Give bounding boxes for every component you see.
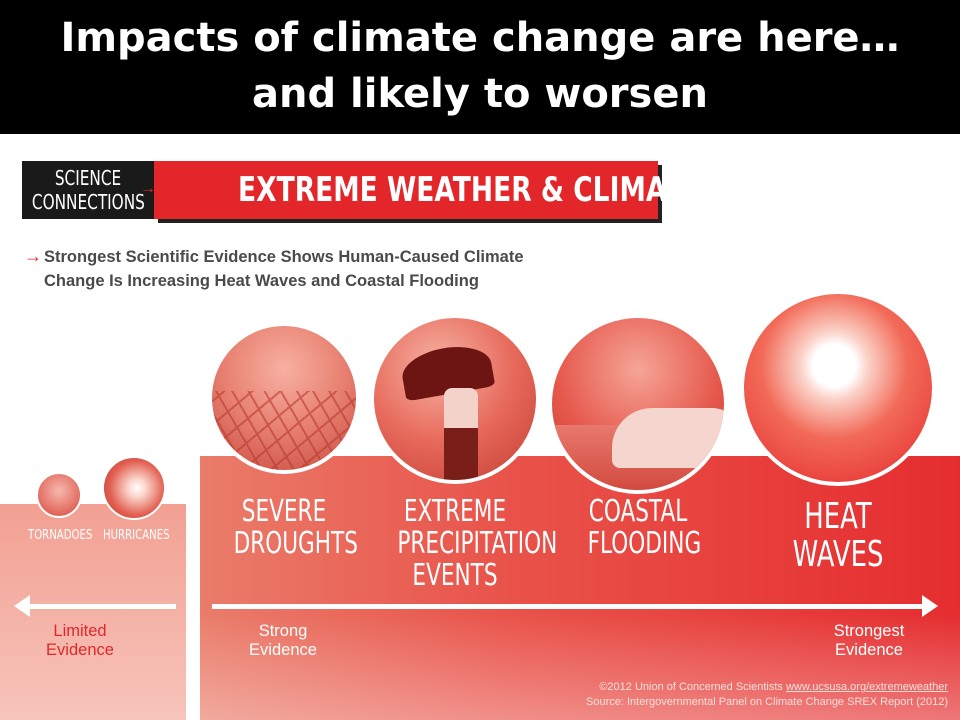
credit-line: ©2012 Union of Concerned Scientists www.… [599,681,948,693]
person-figure [444,388,478,480]
slide-title: Impacts of climate change are here… and … [0,0,960,134]
badge-arrow-icon: → [140,180,156,197]
limited-evidence-arrow [14,595,176,617]
heat-wave-photo [740,290,936,486]
precipitation-photo [370,314,540,484]
limited-evidence-band [0,504,186,720]
hurricane-photo [102,456,166,520]
tornado-photo [36,472,82,518]
subhead-arrow-icon: → [24,246,42,266]
label-severe-droughts: SEVERE DROUGHTS [233,494,358,561]
infographic: SCIENCE CONNECTIONS → EXTREME WEATHER & … [0,134,960,720]
limited-evidence-label: Limited Evidence [46,622,114,659]
infographic-title-text: EXTREME WEATHER & CLIMATE CHANGE [238,170,835,210]
cracked-earth [212,390,356,470]
drought-photo [208,322,360,474]
slide-title-line1: Impacts of climate change are here… [60,15,900,61]
strong-evidence-band [200,456,960,720]
infographic-title: EXTREME WEATHER & CLIMATE CHANGE [154,161,834,219]
strong-evidence-arrow [212,595,938,617]
subhead-line1: Strongest Scientific Evidence Shows Huma… [44,248,524,266]
credit-link[interactable]: www.ucsusa.org/extremeweather [785,681,948,693]
strongest-evidence-label: Strongest Evidence [833,622,905,659]
slide-title-line2: and likely to worsen [252,71,708,117]
science-connections-badge: SCIENCE CONNECTIONS [22,161,154,219]
band-fade [200,614,960,720]
subhead: Strongest Scientific Evidence Shows Huma… [44,245,604,293]
label-hurricanes: HURRICANES [103,528,170,543]
badge-line2: CONNECTIONS [31,190,145,214]
strong-evidence-label: Strong Evidence [249,622,317,659]
car-icon [612,408,724,468]
source-line: Source: Intergovernmental Panel on Clima… [586,696,948,708]
label-tornadoes: TORNADOES [28,528,93,543]
subhead-line2: Change Is Increasing Heat Waves and Coas… [44,272,479,290]
label-extreme-precipitation: EXTREME PRECIPITATION EVENTS [397,494,558,593]
flooding-photo [548,314,728,494]
badge-line1: SCIENCE [54,166,122,190]
label-coastal-flooding: COASTAL FLOODING [587,494,702,561]
label-heat-waves: HEAT WAVES [792,496,884,575]
credit: ©2012 Union of Concerned Scientists www.… [586,680,948,710]
